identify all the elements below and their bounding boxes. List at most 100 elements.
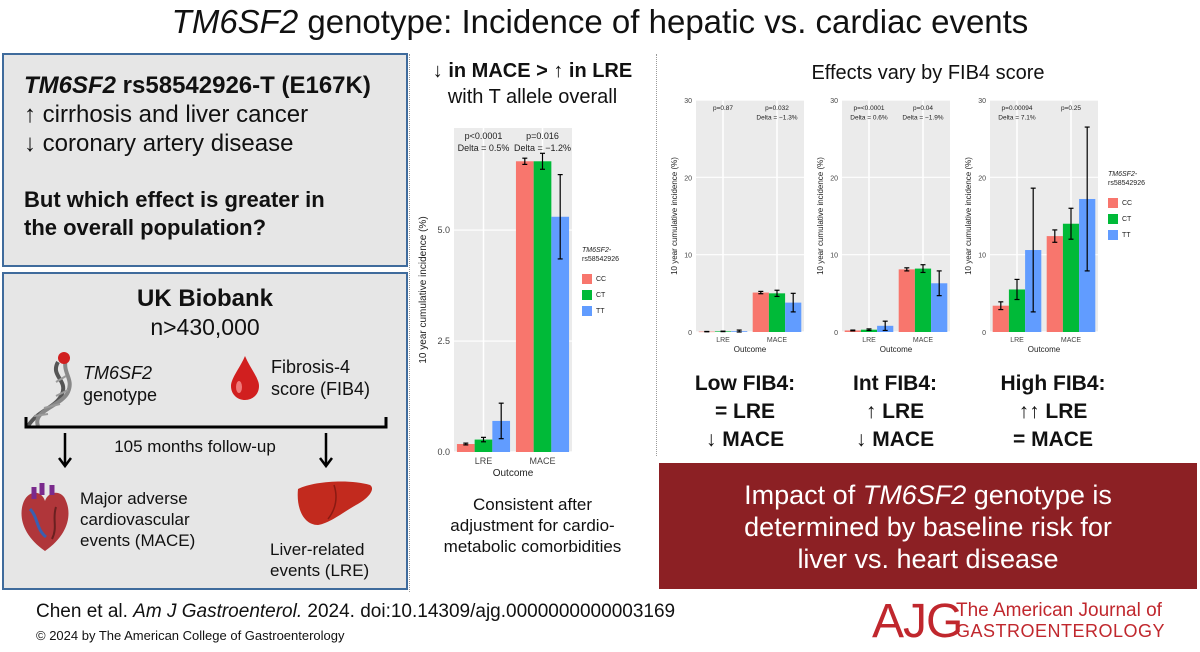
question-line1: But which effect is greater in bbox=[24, 187, 325, 212]
y-tick-label: 0.0 bbox=[437, 447, 450, 457]
methods-box: UK Biobank n>430,000 TM6SF2 genotype Fib… bbox=[2, 272, 408, 590]
citation: Chen et al. Am J Gastroenterol. 2024. do… bbox=[36, 601, 675, 623]
y-tick-label: 30 bbox=[830, 98, 838, 105]
cohort-heading: UK Biobank bbox=[136, 285, 273, 312]
right-heading: Effects vary by FIB4 score bbox=[811, 62, 1045, 84]
plot-panel bbox=[696, 100, 804, 332]
legend-label-cc: CC bbox=[596, 276, 606, 283]
followup-label: 105 months follow-up bbox=[114, 437, 276, 456]
legend-title: rs58542926 bbox=[582, 256, 619, 263]
x-axis-title: Outcome bbox=[493, 468, 534, 479]
variant-rest: rs58542926-T (E167K) bbox=[116, 72, 371, 99]
bar-mace-ct bbox=[533, 161, 552, 453]
divider-right bbox=[656, 54, 657, 456]
impact-line3: liver vs. heart disease bbox=[797, 544, 1059, 574]
citation-journal: Am J Gastroenterol. bbox=[133, 601, 303, 622]
adjustment-note: Consistent after adjustment for cardio- … bbox=[411, 494, 654, 557]
x-tick-label: LRE bbox=[716, 337, 730, 344]
p-value-label: p=0.032 bbox=[765, 105, 789, 112]
bar-mace-cc bbox=[752, 292, 769, 332]
ajg-logo-line1: The American Journal of bbox=[956, 600, 1162, 621]
low-fib4-summary-title: Low FIB4: bbox=[694, 372, 796, 395]
bar-mace-ct bbox=[1062, 223, 1080, 332]
title-gene: TM6SF2 bbox=[171, 3, 299, 40]
fib4-label-line1: Fibrosis-4 bbox=[271, 357, 351, 377]
impact-pre: Impact of bbox=[744, 480, 863, 510]
impact-box: Impact of TM6SF2 genotype is determined … bbox=[659, 463, 1197, 589]
bar-lre-ct bbox=[474, 439, 493, 452]
bar-mace-tt bbox=[551, 216, 570, 452]
delta-label: Delta = 7.1% bbox=[998, 115, 1036, 122]
bar-mace-cc bbox=[1046, 236, 1063, 332]
low-fib4-summary-lre: = LRE bbox=[714, 400, 776, 423]
divider-left bbox=[409, 54, 410, 592]
y-tick-label: 0 bbox=[982, 330, 986, 337]
legend-label-ct: CT bbox=[1122, 216, 1132, 223]
y-tick-label: 0 bbox=[688, 330, 692, 337]
p-value-label: p=0.25 bbox=[1061, 105, 1081, 112]
y-axis-title: 10 year cumulative incidence (%) bbox=[418, 216, 429, 363]
genotype-word: genotype bbox=[83, 385, 158, 405]
high-fib4-summary-title: High FIB4: bbox=[1000, 372, 1106, 395]
x-tick-label: LRE bbox=[862, 337, 876, 344]
x-tick-label: MACE bbox=[767, 337, 788, 344]
bar-mace-tt bbox=[785, 302, 802, 332]
y-tick-label: 2.5 bbox=[437, 336, 450, 346]
bar-lre-ct bbox=[1008, 289, 1026, 332]
bar-lre-cc bbox=[456, 444, 475, 452]
x-tick-label: LRE bbox=[1010, 337, 1024, 344]
bar-mace-cc bbox=[898, 269, 915, 332]
lre-label-line2: events (LRE) bbox=[270, 561, 370, 580]
legend-swatch-cc bbox=[1108, 198, 1118, 208]
blood-drop-icon bbox=[231, 356, 259, 400]
p-value-label: p<0.0001 bbox=[465, 131, 503, 141]
mace-label-line1: Major adverse bbox=[80, 489, 188, 508]
impact-gene: TM6SF2 bbox=[862, 480, 967, 510]
p-value-label: p=0.04 bbox=[913, 105, 933, 112]
legend-swatch-ct bbox=[582, 290, 592, 300]
int-fib4-summary-title: Int FIB4: bbox=[853, 372, 937, 395]
low-fib4-summary-mace: ↓ MACE bbox=[705, 428, 785, 451]
y-tick-label: 10 bbox=[830, 253, 838, 260]
y-tick-label: 20 bbox=[830, 175, 838, 182]
high-fib4-summary: High FIB4: ↑↑ LRE = MACE bbox=[978, 370, 1128, 454]
high-fib4-summary-lre: ↑↑ LRE bbox=[1018, 400, 1088, 423]
citation-doi: 2024. doi:10.14309/ajg.0000000000003169 bbox=[302, 601, 676, 622]
effect-cad: ↓ coronary artery disease bbox=[24, 130, 294, 157]
mace-label-line3: events (MACE) bbox=[80, 531, 196, 550]
x-tick-label: MACE bbox=[1061, 337, 1082, 344]
y-tick-label: 20 bbox=[978, 175, 986, 182]
y-tick-label: 10 bbox=[978, 253, 986, 260]
y-axis-title: 10 year cumulative incidence (%) bbox=[670, 157, 679, 275]
adjustment-note-line2: adjustment for cardio- bbox=[450, 516, 615, 535]
middle-heading-line1: ↓ in MACE > ↑ in LRE bbox=[432, 60, 633, 82]
overall-incidence-chart: 0.0 2.5 5.0 LRE MACE p<0.0001 Delta = 0.5% p=0.… bbox=[418, 128, 619, 479]
background-box: TM6SF2 rs58542926-T (E167K) ↑ cirrhosis … bbox=[2, 53, 408, 267]
legend-swatch-tt bbox=[1108, 230, 1118, 240]
impact-post: genotype is bbox=[966, 480, 1112, 510]
liver-icon bbox=[297, 481, 373, 525]
legend-title: TM6SF2- bbox=[582, 247, 612, 254]
adjustment-note-line1: Consistent after bbox=[472, 495, 593, 514]
dna-icon bbox=[26, 352, 72, 428]
x-axis-title: Outcome bbox=[1028, 345, 1061, 354]
legend-label-ct: CT bbox=[596, 292, 606, 299]
title-rest: genotype: Incidence of hepatic vs. cardi… bbox=[298, 3, 1029, 40]
int-fib4-summary-mace: ↓ MACE bbox=[855, 428, 935, 451]
y-tick-label: 30 bbox=[684, 98, 692, 105]
ajg-logo-mark: AJG bbox=[872, 595, 963, 648]
legend-label-tt: TT bbox=[596, 308, 605, 315]
middle-heading-line2: with T allele overall bbox=[447, 86, 618, 108]
x-tick-label: MACE bbox=[913, 337, 934, 344]
delta-label: Delta = −1.9% bbox=[902, 115, 943, 122]
mace-label: Major adverse cardiovascular events (MAC… bbox=[80, 488, 195, 551]
page-title: TM6SF2 genotype: Incidence of hepatic vs… bbox=[0, 0, 1200, 46]
y-tick-label: 0 bbox=[834, 330, 838, 337]
high-fib4-summary-mace: = MACE bbox=[1013, 428, 1093, 451]
y-axis-title: 10 year cumulative incidence (%) bbox=[964, 157, 973, 275]
legend-label-tt: TT bbox=[1122, 232, 1131, 239]
p-value-label: p=0.00094 bbox=[1002, 105, 1033, 112]
y-axis-title: 10 year cumulative incidence (%) bbox=[816, 157, 825, 275]
bar-lre-cc bbox=[992, 305, 1009, 332]
lre-label: Liver-related events (LRE) bbox=[270, 539, 369, 581]
